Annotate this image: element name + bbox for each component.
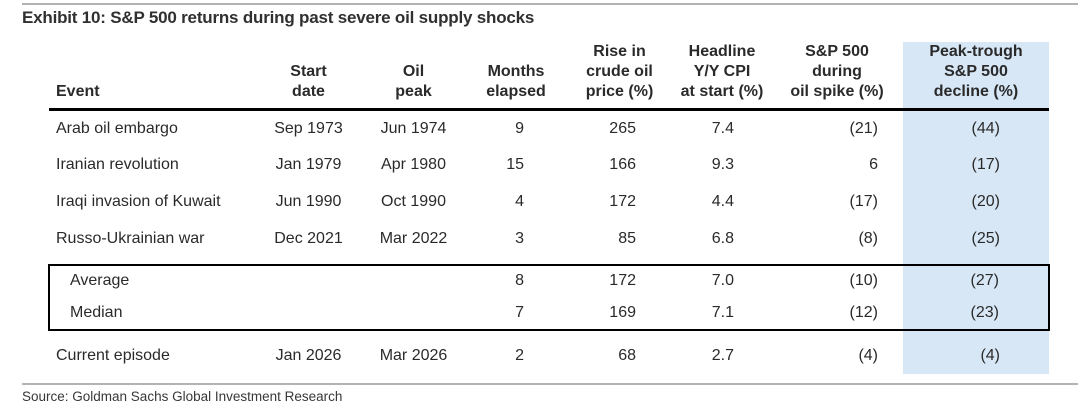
column-header-months-elapsed: Months elapsed [466,42,566,111]
spacer-cell [566,330,673,338]
cell-months-elapsed: 8 [466,263,566,297]
cell-event: Iraqi invasion of Kuwait [56,193,221,210]
cell-months-elapsed: 3 [515,230,524,247]
cell-rise-crude-oil: 265 [609,119,636,137]
cell-start-date: Jun 1990 [275,193,342,210]
cell-rise-crude-oil: 172 [566,263,673,297]
spacer-cell [361,258,466,265]
cell-oil-peak: Jun 1974 [380,119,447,137]
spacer-cell [466,330,566,338]
cell-sp500-during-spike: 6 [869,156,878,173]
cell-oil-peak: Mar 2022 [379,230,448,247]
cell-start-date [256,296,361,331]
cell-headline-cpi: 6.8 [711,230,734,247]
oil-shock-table: Event Start date Oil peak Months elapsed… [48,42,1050,374]
column-header-sp500-during-spike: S&P 500 during oil spike (%) [771,42,903,111]
spacer-cell [903,329,1049,338]
cell-sp500-during-spike: (12) [771,296,903,331]
table-row-iraqi-invasion: Iraqi invasion of Kuwait Jun 1990 Oct 19… [49,183,1049,221]
cell-start-date: Jan 2026 [275,346,342,364]
cell-event: Median [48,296,256,331]
cell-sp500-during-spike: (21) [849,119,878,137]
cell-event: Current episode [56,346,170,364]
cell-rise-crude-oil: 166 [609,156,636,173]
spacer-cell [466,258,566,265]
column-header-start-date: Start date [256,42,361,111]
cell-peak-trough-decline: (27) [903,263,1050,297]
column-header-event: Event [49,42,256,111]
cell-oil-peak [361,296,466,331]
column-header-rise-crude-oil: Rise in crude oil price (%) [566,42,673,111]
cell-rise-crude-oil: 68 [618,346,636,364]
cell-months-elapsed: 9 [515,119,524,137]
spacer-cell [256,330,361,338]
spacer-row [49,257,1049,265]
spacer-cell [673,258,771,265]
cell-sp500-during-spike: (10) [771,263,903,297]
spacer-cell [673,330,771,338]
spacer-cell [771,330,903,338]
cell-headline-cpi: 7.0 [673,263,771,297]
cell-rise-crude-oil: 169 [566,296,673,331]
cell-oil-peak: Apr 1980 [381,156,446,173]
exhibit-title: Exhibit 10: S&P 500 returns during past … [22,8,535,27]
cell-oil-peak: Oct 1990 [381,193,446,210]
cell-oil-peak [361,263,466,297]
table-row-iranian-revolution: Iranian revolution Jan 1979 Apr 1980 15 … [49,146,1049,184]
source-note: Source: Goldman Sachs Global Investment … [22,389,343,404]
cell-sp500-during-spike: (17) [849,193,878,210]
table-row-russo-ukrainian-war: Russo-Ukrainian war Dec 2021 Mar 2022 3 … [49,220,1049,258]
cell-months-elapsed: 15 [506,156,524,173]
cell-rise-crude-oil: 85 [618,230,636,247]
cell-peak-trough-decline: (17) [903,146,1049,184]
spacer-cell [49,258,256,265]
cell-rise-crude-oil: 172 [609,193,636,210]
table-row-current-episode: Current episode Jan 2026 Mar 2026 2 68 2… [49,337,1049,374]
cell-peak-trough-decline: (44) [903,109,1049,147]
cell-event: Average [48,263,256,297]
column-header-oil-peak: Oil peak [361,42,466,111]
cell-event: Arab oil embargo [56,119,178,137]
column-header-peak-trough-decline: Peak-trough S&P 500 decline (%) [903,42,1049,111]
cell-headline-cpi: 7.4 [711,119,734,137]
cell-sp500-during-spike: (4) [858,346,878,364]
table-row-median: Median 7 169 7.1 (12) (23) [48,296,1050,331]
cell-event: Russo-Ukrainian war [56,230,205,247]
spacer-cell [771,258,903,265]
cell-headline-cpi: 7.1 [673,296,771,331]
spacer-cell [566,258,673,265]
spacer-row [49,329,1049,338]
cell-oil-peak: Mar 2026 [379,346,448,364]
cell-sp500-during-spike: (8) [858,230,878,247]
cell-peak-trough-decline: (4) [903,337,1049,374]
cell-start-date [256,263,361,297]
spacer-cell [256,258,361,265]
cell-start-date: Sep 1973 [274,119,343,137]
cell-peak-trough-decline: (23) [903,296,1050,331]
header-row: Event Start date Oil peak Months elapsed… [49,42,1049,111]
cell-peak-trough-decline: (20) [903,183,1049,221]
cell-start-date: Dec 2021 [274,230,343,247]
table-body: Arab oil embargo Sep 1973 Jun 1974 9 265… [48,109,1050,374]
cell-event: Iranian revolution [56,156,179,173]
cell-months-elapsed: 2 [515,346,524,364]
spacer-cell [903,257,1049,265]
cell-headline-cpi: 2.7 [711,346,734,364]
cell-headline-cpi: 9.3 [711,156,734,173]
table-row-average: Average 8 172 7.0 (10) (27) [48,263,1050,297]
cell-headline-cpi: 4.4 [711,193,734,210]
top-rule [22,3,1078,5]
cell-start-date: Jan 1979 [275,156,342,173]
spacer-cell [49,330,256,338]
cell-months-elapsed: 4 [515,193,524,210]
cell-peak-trough-decline: (25) [903,220,1049,258]
spacer-cell [361,330,466,338]
table-row-arab-oil-embargo: Arab oil embargo Sep 1973 Jun 1974 9 265… [49,109,1049,147]
cell-months-elapsed: 7 [466,296,566,331]
column-header-headline-cpi: Headline Y/Y CPI at start (%) [673,42,771,111]
bottom-rule [22,383,1078,385]
table-header: Event Start date Oil peak Months elapsed… [49,42,1049,111]
